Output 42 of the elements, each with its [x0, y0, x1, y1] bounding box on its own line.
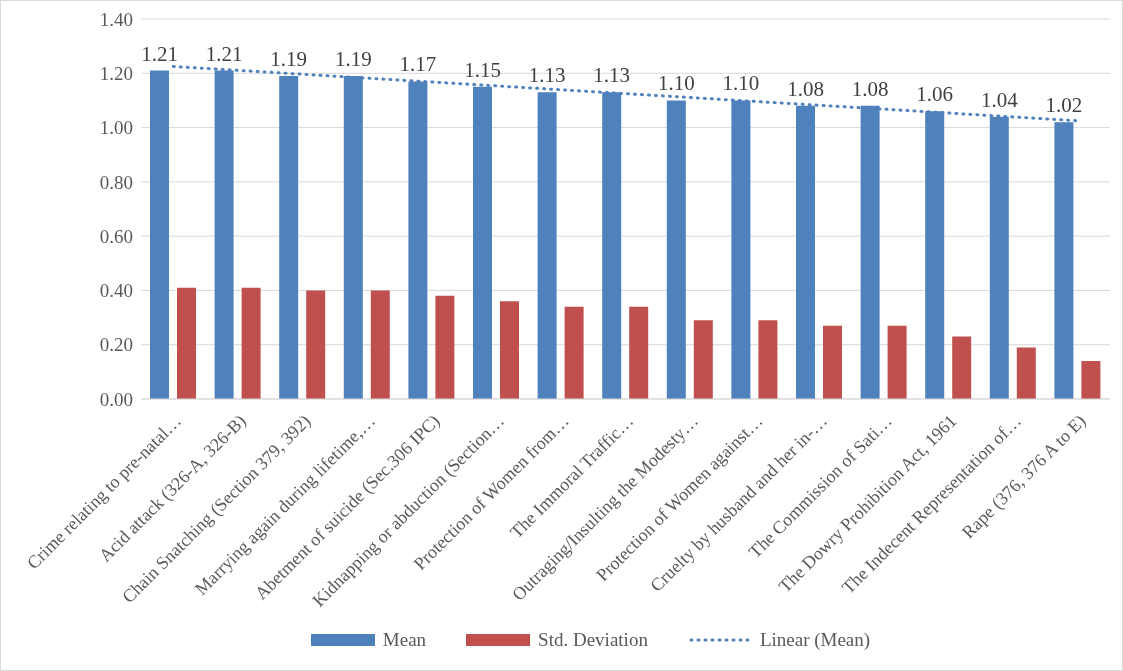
data-label: 1.13	[593, 63, 631, 88]
y-tick-label: 1.00	[99, 117, 133, 139]
y-tick-label: 1.20	[99, 63, 133, 85]
data-label: 1.19	[334, 47, 372, 71]
bar	[693, 320, 713, 399]
bar	[370, 290, 390, 399]
bar	[1016, 347, 1036, 399]
bar	[177, 287, 196, 399]
data-label: 1.21	[205, 41, 243, 66]
bar	[150, 70, 169, 399]
data-label: 1.15	[464, 57, 501, 82]
y-tick-label: 0.20	[99, 334, 133, 356]
data-label: 1.02	[1045, 93, 1083, 118]
bar	[1081, 361, 1101, 399]
bar	[629, 306, 649, 399]
data-label: 1.06	[916, 82, 954, 107]
y-tick-label: 1.40	[99, 8, 133, 30]
bar	[241, 287, 261, 399]
legend-label: Mean	[381, 629, 427, 651]
data-label: 1.10	[722, 71, 760, 96]
legend-label: Std. Deviation	[537, 629, 648, 651]
data-label: 1.19	[270, 47, 308, 71]
bar	[952, 336, 972, 399]
bar	[306, 290, 326, 399]
y-tick-label: 0.40	[99, 280, 133, 302]
y-tick-label: 0.80	[99, 171, 133, 193]
data-label: 1.21	[141, 41, 178, 66]
data-label: 1.08	[787, 76, 824, 101]
data-label: 1.10	[657, 71, 695, 96]
data-label: 1.13	[528, 63, 566, 88]
bar	[564, 306, 584, 399]
bar	[758, 320, 778, 399]
data-label: 1.17	[399, 52, 437, 77]
bar	[823, 325, 842, 399]
bar	[435, 295, 455, 399]
data-label: 1.08	[851, 76, 889, 101]
legend-label: Linear (Mean)	[758, 629, 871, 651]
bar	[500, 301, 519, 399]
y-tick-label: 0.60	[99, 225, 133, 247]
bar	[887, 325, 907, 399]
y-tick-label: 0.00	[99, 388, 133, 410]
data-label: 1.04	[980, 87, 1019, 112]
